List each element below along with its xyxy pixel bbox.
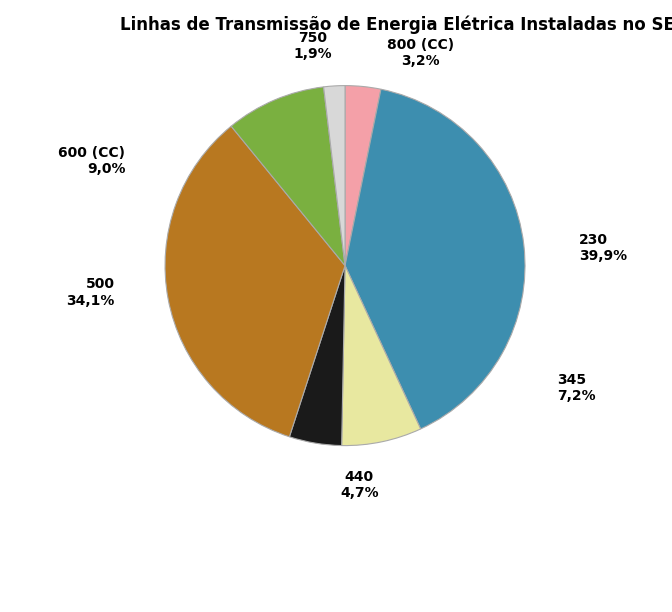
Text: 800 (CC)
3,2%: 800 (CC) 3,2% <box>387 38 454 69</box>
Text: 750
1,9%: 750 1,9% <box>293 31 332 61</box>
Text: 440
4,7%: 440 4,7% <box>340 470 379 500</box>
Text: 600 (CC)
9,0%: 600 (CC) 9,0% <box>58 146 126 176</box>
Text: 230
39,9%: 230 39,9% <box>579 233 627 263</box>
Text: Linhas de Transmissão de Energia Elétrica Instaladas no SEB  (kV) - Março/2018: Linhas de Transmissão de Energia Elétric… <box>120 15 672 34</box>
Wedge shape <box>345 86 381 266</box>
Wedge shape <box>165 126 345 437</box>
Wedge shape <box>324 86 345 266</box>
Wedge shape <box>231 87 345 266</box>
Wedge shape <box>341 266 421 446</box>
Wedge shape <box>290 266 345 446</box>
Text: 500
34,1%: 500 34,1% <box>67 277 115 308</box>
Wedge shape <box>345 89 525 429</box>
Text: 345
7,2%: 345 7,2% <box>557 373 596 403</box>
